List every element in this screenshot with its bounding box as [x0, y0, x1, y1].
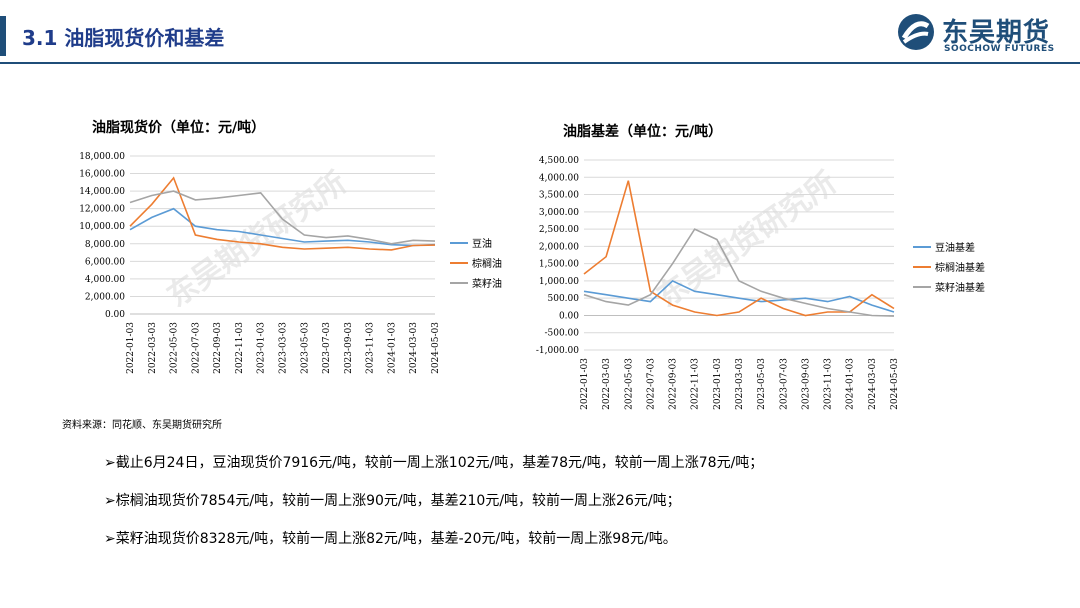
x-tick-label: 2024-01-03	[846, 358, 856, 410]
x-tick-label: 2023-11-03	[824, 358, 834, 410]
chart-title-basis: 油脂基差（单位：元/吨）	[563, 124, 723, 140]
brand-logo: 东吴期货 SOOCHOW FUTURES	[896, 12, 1066, 56]
legend-label: 豆油基差	[935, 241, 975, 254]
logo-cn-text: 东吴期货	[942, 18, 1051, 48]
x-tick-label: 2022-01-03	[126, 322, 136, 374]
x-tick-label: 2024-01-03	[387, 322, 397, 374]
y-tick-label: 10,000.00	[79, 222, 125, 232]
y-tick-label: 3,500.00	[539, 191, 579, 201]
source-note: 资料来源：同花顺、东吴期货研究所	[62, 420, 222, 431]
y-tick-label: 18,000.00	[79, 152, 125, 162]
x-tick-label: 2023-03-03	[279, 322, 289, 374]
x-tick-label: 2023-03-03	[735, 358, 745, 410]
y-tick-label: 500.00	[548, 294, 580, 304]
x-tick-label: 2023-05-03	[300, 322, 310, 374]
x-tick-label: 2023-07-03	[779, 358, 789, 410]
x-tick-label: 2024-05-03	[431, 322, 441, 374]
x-tick-label: 2023-01-03	[257, 322, 267, 374]
x-tick-label: 2024-05-03	[890, 358, 900, 410]
series-line-1-1	[583, 180, 895, 317]
logo-en-text: SOOCHOW FUTURES	[944, 44, 1055, 54]
legend-label: 棕榈油基差	[935, 261, 985, 274]
y-tick-label: 6,000.00	[85, 257, 125, 267]
y-tick-label: 2,500.00	[539, 225, 579, 235]
y-tick-label: 0.00	[105, 310, 125, 320]
header: 3.1 油脂现货价和基差 东吴期货 SOOCHOW FUTURES	[0, 0, 1080, 64]
header-divider	[0, 62, 1080, 64]
x-tick-label: 2022-05-03	[170, 322, 180, 374]
legend-label: 菜籽油基差	[935, 281, 985, 294]
y-tick-label: 8,000.00	[85, 240, 125, 250]
series-line-1-2	[583, 228, 895, 317]
x-tick-label: 2023-01-03	[713, 358, 723, 410]
x-tick-label: 2024-03-03	[868, 358, 878, 410]
series-line-0-2	[129, 190, 436, 245]
legend-label: 豆油	[472, 237, 492, 250]
y-tick-label: 12,000.00	[79, 205, 125, 215]
y-tick-label: 2,000.00	[539, 242, 579, 252]
y-tick-label: -500.00	[544, 329, 579, 339]
x-tick-label: 2022-03-03	[602, 358, 612, 410]
series-line-0-0	[129, 207, 436, 247]
x-tick-label: 2022-03-03	[148, 322, 158, 374]
bullet-palm: ➢棕榈油现货价7854元/吨，较前一周上涨90元/吨，基差210元/吨，较前一周…	[104, 493, 681, 509]
chart-title-spot: 油脂现货价（单位：元/吨）	[92, 120, 266, 136]
x-tick-label: 2022-05-03	[624, 358, 634, 410]
x-tick-label: 2022-07-03	[646, 358, 656, 410]
y-tick-label: 1,500.00	[539, 260, 579, 270]
x-tick-label: 2022-07-03	[191, 322, 201, 374]
bullet-soy: ➢截止6月24日，豆油现货价7916元/吨，较前一周上涨102元/吨，基差78元…	[104, 455, 764, 471]
y-tick-label: 0.00	[559, 311, 579, 321]
y-tick-label: 16,000.00	[79, 170, 125, 180]
x-tick-label: 2023-07-03	[322, 322, 332, 374]
y-tick-label: 4,000.00	[85, 275, 125, 285]
series-line-1-0	[583, 279, 895, 313]
y-tick-label: 14,000.00	[79, 187, 125, 197]
page-title: 3.1 油脂现货价和基差	[22, 26, 225, 50]
x-tick-label: 2022-09-03	[669, 358, 679, 410]
bullet-rapeseed: ➢菜籽油现货价8328元/吨，较前一周上涨82元/吨，基差-20元/吨，较前一周…	[104, 531, 677, 547]
y-tick-label: 4,500.00	[539, 156, 579, 166]
y-tick-label: 2,000.00	[85, 292, 125, 302]
x-tick-label: 2023-11-03	[366, 322, 376, 374]
basis-chart: 4,500.00 4,000.00 3,500.00 3,000.00 2,500.00…	[536, 156, 985, 410]
y-tick-label: 1,000.00	[539, 277, 579, 287]
x-tick-label: 2024-03-03	[409, 322, 419, 374]
x-tick-label: 2023-09-03	[344, 322, 354, 374]
legend-label: 棕榈油	[472, 257, 502, 270]
y-tick-label: 4,000.00	[539, 173, 579, 183]
header-accent-bar	[0, 16, 6, 56]
legend-label: 菜籽油	[472, 277, 502, 290]
x-tick-label: 2022-09-03	[213, 322, 223, 374]
x-tick-label: 2023-09-03	[801, 358, 811, 410]
series-line-0-1	[129, 176, 436, 251]
x-tick-label: 2022-11-03	[235, 322, 245, 374]
x-tick-label: 2023-05-03	[757, 358, 767, 410]
y-tick-label: 3,000.00	[539, 208, 579, 218]
x-tick-label: 2022-11-03	[691, 358, 701, 410]
x-tick-label: 2022-01-03	[580, 358, 590, 410]
logo-mark-icon	[898, 14, 934, 50]
spot-price-chart: 18,000.00 16,000.00 14,000.00 12,000.00 10,0…	[79, 152, 502, 374]
y-tick-label: -1,000.00	[536, 346, 579, 356]
